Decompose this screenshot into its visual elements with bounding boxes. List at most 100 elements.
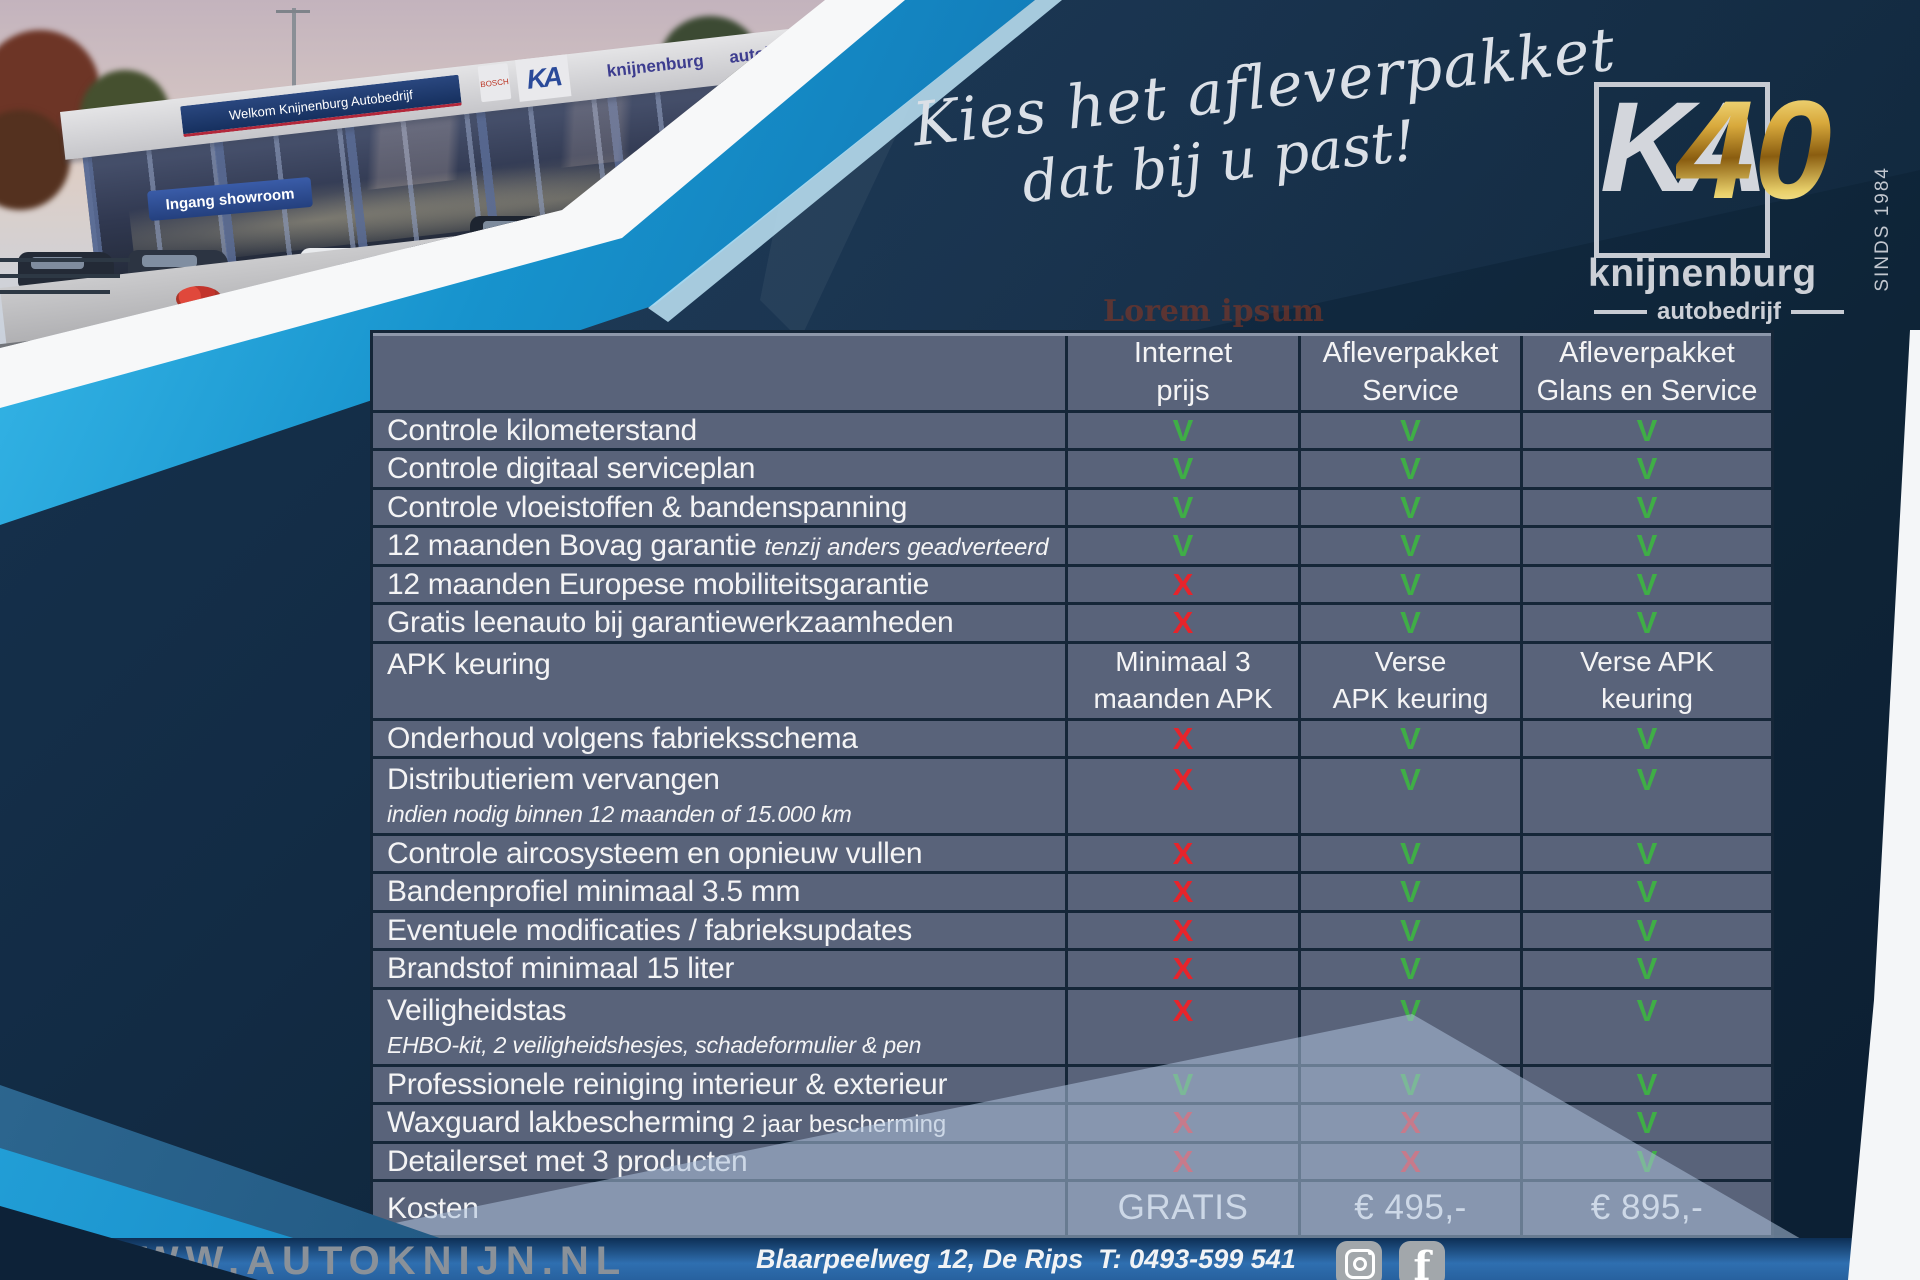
check-mark: V: [1636, 874, 1658, 909]
table-row: APK keuring Minimaal 3 maanden APK Verse A…: [373, 644, 1771, 721]
value-cell: V: [1520, 874, 1771, 910]
check-mark: V: [1636, 1066, 1658, 1102]
row-label: Waxguard lakbescherming: [387, 1106, 735, 1139]
check-mark: V: [1400, 835, 1421, 871]
cross-mark: X: [1172, 762, 1194, 797]
check-mark: V: [1400, 874, 1421, 909]
table-row: Professionele reiniging interieur & exte…: [373, 1067, 1771, 1105]
value-cell: Verse APK keuring: [1298, 644, 1520, 718]
check-mark: V: [1400, 605, 1421, 640]
instagram-icon[interactable]: [1336, 1241, 1382, 1280]
fence: [0, 258, 130, 262]
value-cell: V: [1520, 451, 1771, 487]
table-row: Gratis leenauto bij garantiewerkzaamhede…: [373, 605, 1771, 644]
ka-sign: KA: [515, 54, 572, 102]
value-cell: V: [1298, 528, 1520, 564]
row-label: Kosten: [387, 1191, 479, 1225]
value-cell: V: [1520, 1105, 1771, 1141]
value-text: € 495,-: [1354, 1188, 1467, 1228]
lorem-watermark: Lorem ipsum: [1103, 294, 1325, 329]
value-cell: X: [1065, 567, 1298, 602]
value-cell: Verse APK keuring: [1520, 644, 1771, 718]
value-cell: X: [1065, 951, 1298, 987]
value-cell: V: [1298, 759, 1520, 833]
value-cell: V: [1298, 874, 1520, 910]
value-cell: V: [1520, 605, 1771, 641]
check-mark: V: [1636, 412, 1658, 448]
check-mark: V: [1400, 489, 1421, 525]
value-cell: Minimaal 3 maanden APK: [1065, 644, 1298, 718]
cross-mark: X: [1400, 1143, 1421, 1179]
row-label-cell: Eventuele modificaties / fabrieksupdates: [373, 913, 1065, 948]
value-cell: X: [1065, 836, 1298, 871]
table-row: Distributieriem vervangen indien nodig bi…: [373, 759, 1771, 836]
row-label: 12 maanden Bovag garantie: [387, 529, 757, 562]
value-cell: X: [1065, 1144, 1298, 1179]
value-cell: V: [1065, 451, 1298, 487]
row-label-cell: Brandstof minimaal 15 liter: [373, 951, 1065, 987]
value-text: Verse APK keuring: [1332, 646, 1489, 714]
value-cell: V: [1520, 490, 1771, 525]
logo-subtitle-row: autobedrijf: [1594, 298, 1844, 326]
value-cell: V: [1298, 451, 1520, 487]
check-mark: V: [1636, 993, 1658, 1028]
value-cell: X: [1298, 1105, 1520, 1141]
header-empty-cell: [373, 336, 1065, 410]
check-mark: V: [1636, 835, 1658, 871]
table-row: Bandenprofiel minimaal 3.5 mm X V V: [373, 874, 1771, 913]
check-mark: V: [1636, 451, 1658, 486]
table-row: Controle kilometerstand V V V: [373, 413, 1771, 451]
value-cell: € 895,-: [1520, 1182, 1771, 1235]
row-label: Professionele reiniging interieur & exte…: [387, 1067, 948, 1101]
row-label: Gratis leenauto bij garantiewerkzaamhede…: [387, 606, 954, 640]
row-label-cell: Bandenprofiel minimaal 3.5 mm: [373, 874, 1065, 910]
table-row: 12 maanden Europese mobiliteitsgarantie X…: [373, 567, 1771, 605]
value-cell: V: [1298, 836, 1520, 871]
bosch-sign: BOSCH: [477, 63, 512, 103]
row-label-cell: 12 maanden Europese mobiliteitsgarantie: [373, 567, 1065, 602]
check-mark: V: [1400, 993, 1421, 1028]
value-cell: V: [1520, 759, 1771, 833]
row-label: Controle aircosysteem en opnieuw vullen: [387, 836, 923, 870]
instagram-camera-dot: [1368, 1251, 1372, 1255]
table-row: Controle aircosysteem en opnieuw vullen X…: [373, 836, 1771, 874]
logo-monogram: KA: [1600, 77, 1769, 219]
row-sublabel: EHBO-kit, 2 veiligheidshesjes, schadefor…: [387, 1031, 922, 1058]
check-mark: V: [1400, 566, 1421, 602]
value-cell: V: [1065, 490, 1298, 525]
facebook-icon[interactable]: f: [1399, 1241, 1445, 1280]
row-label-cell: Detailerset met 3 producten: [373, 1144, 1065, 1179]
check-mark: V: [1636, 566, 1658, 602]
row-label: 12 maanden Europese mobiliteitsgarantie: [387, 567, 929, 601]
value-text: Minimaal 3 maanden APK: [1093, 646, 1273, 714]
check-mark: V: [1636, 1105, 1658, 1140]
row-label: Controle digitaal serviceplan: [387, 452, 756, 486]
value-cell: V: [1065, 413, 1298, 448]
check-mark: V: [1172, 528, 1194, 563]
value-cell: V: [1520, 913, 1771, 948]
row-label-cell: Professionele reiniging interieur & exte…: [373, 1067, 1065, 1102]
check-mark: V: [1400, 1066, 1421, 1102]
row-sublabel: indien nodig binnen 12 maanden of 15.000…: [387, 800, 852, 827]
value-cell: € 495,-: [1298, 1182, 1520, 1235]
table-row: Controle digitaal serviceplan V V V: [373, 451, 1771, 490]
check-mark: V: [1172, 489, 1194, 525]
value-cell: X: [1065, 874, 1298, 910]
table-row: 12 maanden Bovag garantie tenzij anders g…: [373, 528, 1771, 567]
value-cell: V: [1298, 990, 1520, 1064]
row-label: Veiligheidstas: [387, 994, 567, 1027]
anniversary-40: 40: [1676, 71, 1832, 228]
cross-mark: X: [1172, 566, 1194, 602]
logo-subtitle: autobedrijf: [1657, 298, 1781, 325]
value-cell: X: [1065, 913, 1298, 948]
check-mark: V: [1636, 762, 1658, 797]
check-mark: V: [1636, 912, 1658, 948]
fascia-name: knijnenburg: [605, 50, 705, 81]
row-label-cell: Onderhoud volgens fabrieksschema: [373, 721, 1065, 756]
row-label-cell: Veiligheidstas EHBO-kit, 2 veiligheidshes…: [373, 990, 1065, 1064]
value-cell: V: [1520, 413, 1771, 448]
cross-mark: X: [1172, 605, 1194, 640]
value-cell: X: [1065, 990, 1298, 1064]
cross-mark: X: [1172, 1105, 1194, 1140]
